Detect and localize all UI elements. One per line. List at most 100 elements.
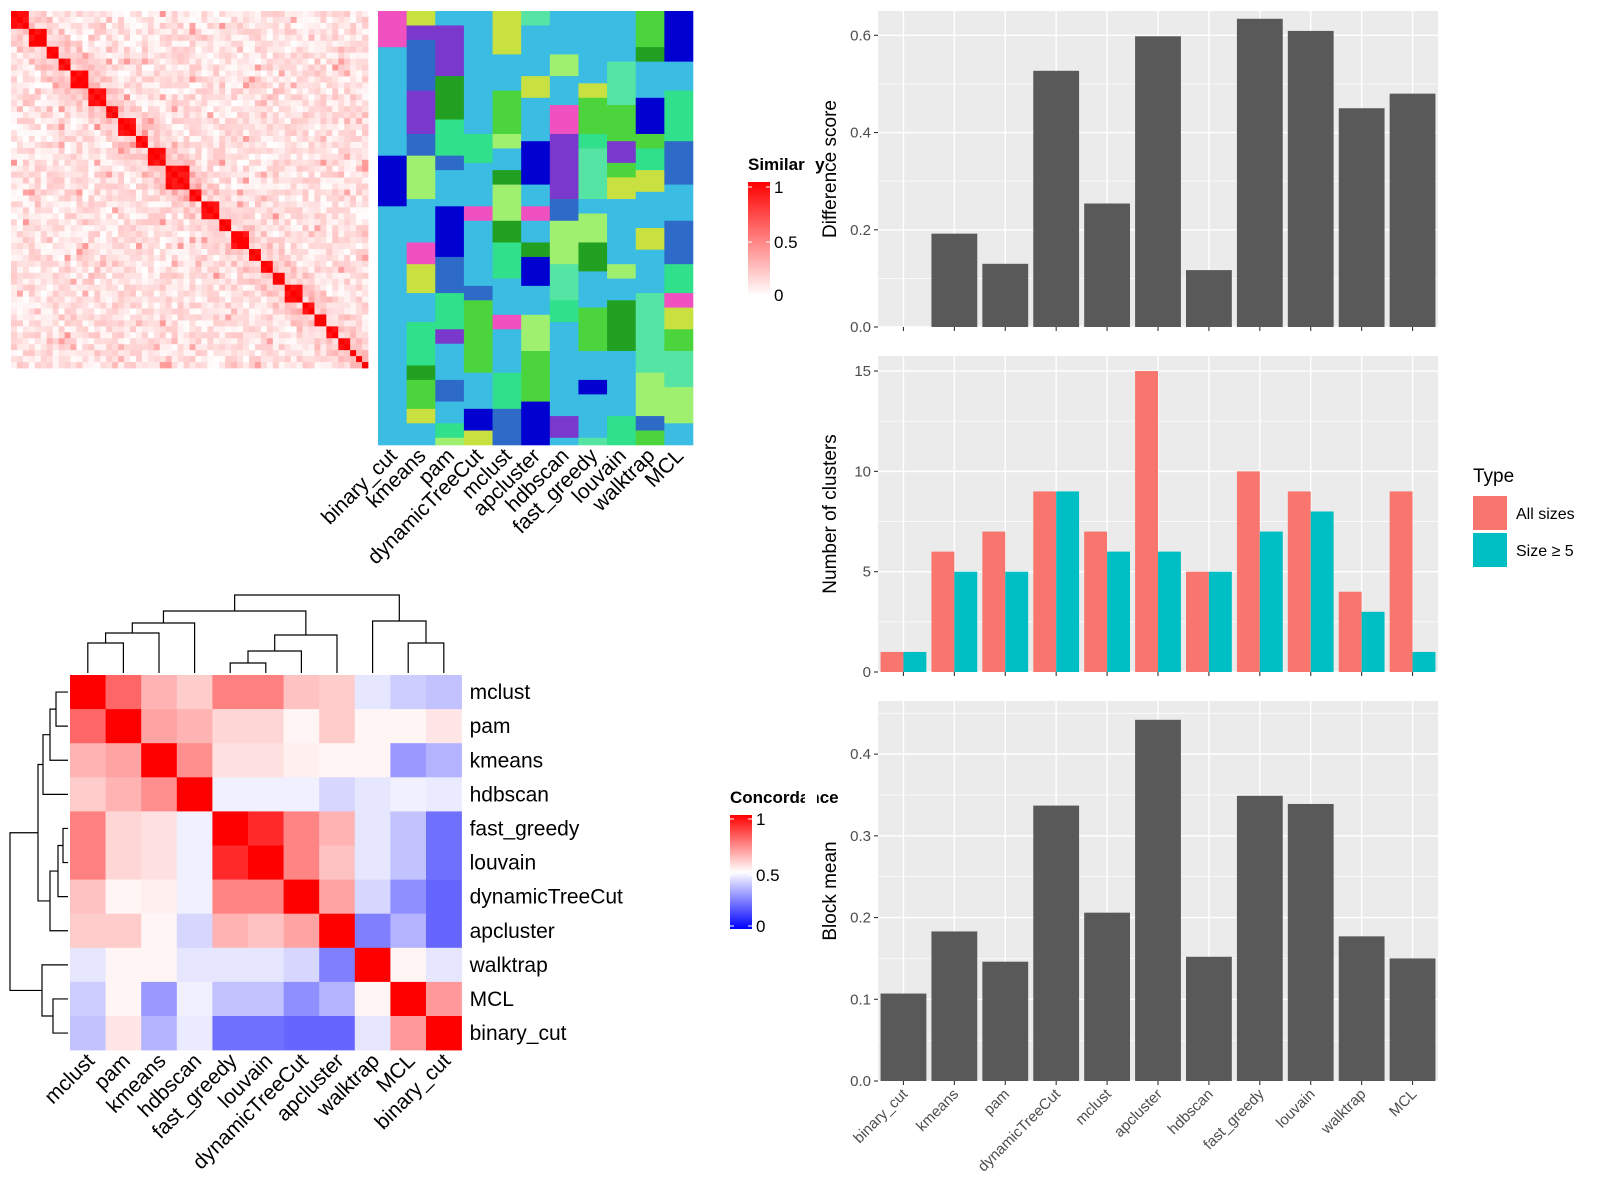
similarity-cell <box>290 28 297 36</box>
concordance-cell <box>176 777 213 812</box>
similarity-cell <box>260 320 268 327</box>
similarity-cell <box>130 177 137 184</box>
similarity-cell <box>183 16 190 24</box>
similarity-cell <box>82 326 89 333</box>
similarity-cell <box>124 88 131 95</box>
annotation-cell <box>463 162 493 207</box>
similarity-cell <box>112 165 119 173</box>
similarity-cell <box>40 284 48 292</box>
similarity-cell <box>52 237 59 244</box>
concordance-column-dendrogram <box>87 594 445 673</box>
similarity-cell <box>46 100 54 107</box>
similarity-cell <box>82 195 89 202</box>
similarity-cell <box>260 249 268 256</box>
similarity-cell <box>58 338 65 345</box>
similarity-cell <box>124 124 131 131</box>
similarity-cell <box>314 159 321 167</box>
similarity-cell <box>302 16 309 24</box>
similarity-cell <box>76 201 83 208</box>
similarity-cell <box>338 260 345 268</box>
similarity-cell <box>34 70 42 77</box>
similarity-cell <box>82 338 89 345</box>
similarity-cell <box>16 219 24 226</box>
similarity-cell <box>106 153 113 161</box>
similarity-cell <box>100 225 107 232</box>
similarity-cell <box>254 189 262 196</box>
similarity-cell <box>320 249 327 256</box>
similarity-cell <box>356 284 363 292</box>
similarity-cell <box>332 118 339 125</box>
similarity-cell <box>326 22 333 30</box>
concordance-cell <box>426 913 462 949</box>
similarity-cell <box>201 195 208 202</box>
similarity-cell <box>183 213 190 220</box>
similarity-cell <box>70 183 77 190</box>
similarity-cell <box>237 189 244 196</box>
similarity-cell <box>302 332 309 339</box>
similarity-cell <box>237 326 244 333</box>
similarity-cell <box>183 135 190 143</box>
similarity-cell <box>362 40 369 48</box>
similarity-cell <box>207 82 214 89</box>
similarity-cell <box>296 100 303 107</box>
similarity-cell <box>171 350 178 357</box>
similarity-cell <box>225 362 232 369</box>
similarity-cell <box>11 207 18 214</box>
similarity-cell <box>135 11 143 18</box>
similarity-cell <box>201 64 208 71</box>
similarity-cell <box>183 278 190 286</box>
annotation-cell <box>607 416 637 446</box>
similarity-cell <box>153 28 161 36</box>
similarity-cell <box>165 272 173 280</box>
similarity-cell <box>118 243 125 250</box>
similarity-cell <box>243 70 250 77</box>
similarity-cell <box>11 254 18 262</box>
similarity-cell <box>254 94 262 101</box>
similarity-cell <box>201 147 208 155</box>
similarity-cell <box>165 314 173 321</box>
similarity-cell <box>308 112 315 119</box>
similarity-cell <box>100 302 107 309</box>
similarity-cell <box>326 16 333 24</box>
similarity-cell <box>112 46 119 54</box>
similarity-cell <box>11 296 18 303</box>
similarity-cell <box>296 314 303 321</box>
similarity-cell <box>22 159 30 167</box>
similarity-cell <box>219 260 226 268</box>
y-tick-label: 0.4 <box>850 746 871 763</box>
similarity-cell <box>254 225 262 232</box>
similarity-cell <box>225 28 232 36</box>
similarity-cell <box>16 231 24 238</box>
similarity-cell <box>231 213 238 220</box>
similarity-cell <box>141 272 149 280</box>
similarity-cell <box>237 40 244 48</box>
similarity-cell <box>88 177 95 184</box>
similarity-cell <box>213 332 220 339</box>
similarity-cell <box>272 314 280 321</box>
similarity-cell <box>284 278 292 286</box>
similarity-cell <box>326 207 333 214</box>
similarity-cell <box>22 243 30 250</box>
similarity-cell <box>243 159 250 167</box>
similarity-cell <box>195 308 202 315</box>
annotation-cell <box>406 264 436 294</box>
similarity-cell <box>254 46 262 54</box>
similarity-cell <box>207 362 214 369</box>
similarity-cell <box>272 100 280 107</box>
similarity-cell <box>254 213 262 220</box>
similarity-cell <box>112 94 119 101</box>
similarity-cell <box>16 326 24 333</box>
similarity-cell <box>153 82 161 89</box>
similarity-cell <box>219 100 226 107</box>
bar <box>1033 805 1080 1081</box>
similarity-cell <box>284 290 292 297</box>
similarity-cell <box>11 249 18 256</box>
similarity-cell <box>76 308 83 315</box>
similarity-cell <box>106 82 113 89</box>
similarity-cell <box>64 22 71 30</box>
similarity-cell <box>290 290 297 297</box>
similarity-cell <box>52 260 59 268</box>
similarity-cell <box>243 100 250 107</box>
similarity-cell <box>201 11 208 18</box>
